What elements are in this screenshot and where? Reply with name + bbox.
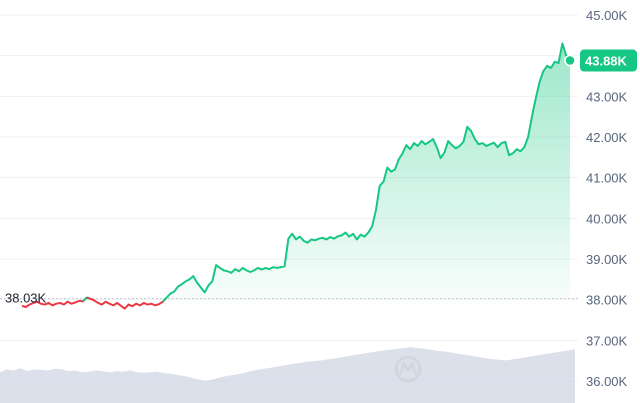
price-line-segment — [21, 296, 88, 308]
y-axis-ticks: 45.00K44.00K43.00K42.00K41.00K40.00K39.0… — [586, 8, 628, 389]
y-tick-label: 42.00K — [586, 130, 628, 145]
y-tick-label: 45.00K — [586, 8, 628, 23]
y-tick-label: 36.00K — [586, 374, 628, 389]
y-tick-label: 37.00K — [586, 333, 628, 348]
last-price-tag: 43.88K — [580, 49, 637, 72]
volume-area — [0, 347, 575, 403]
y-tick-label: 41.00K — [586, 171, 628, 186]
coinmarketcap-logo-icon — [394, 355, 422, 383]
last-price-tag-background — [580, 49, 637, 72]
price-line — [21, 42, 571, 310]
y-tick-label: 40.00K — [586, 211, 628, 226]
price-line-segment — [162, 42, 571, 303]
y-tick-label: 43.00K — [586, 89, 628, 104]
last-price-dot — [564, 54, 576, 67]
price-area-fill — [22, 43, 570, 299]
volume-shape — [0, 347, 575, 403]
y-tick-label: 38.00K — [586, 293, 628, 308]
last-price-label: 43.88K — [585, 54, 628, 69]
y-tick-label: 39.00K — [586, 252, 628, 267]
price-line-segment — [86, 296, 168, 310]
price-area-shape — [22, 43, 570, 299]
baseline-price-label: 38.03K — [5, 290, 47, 305]
